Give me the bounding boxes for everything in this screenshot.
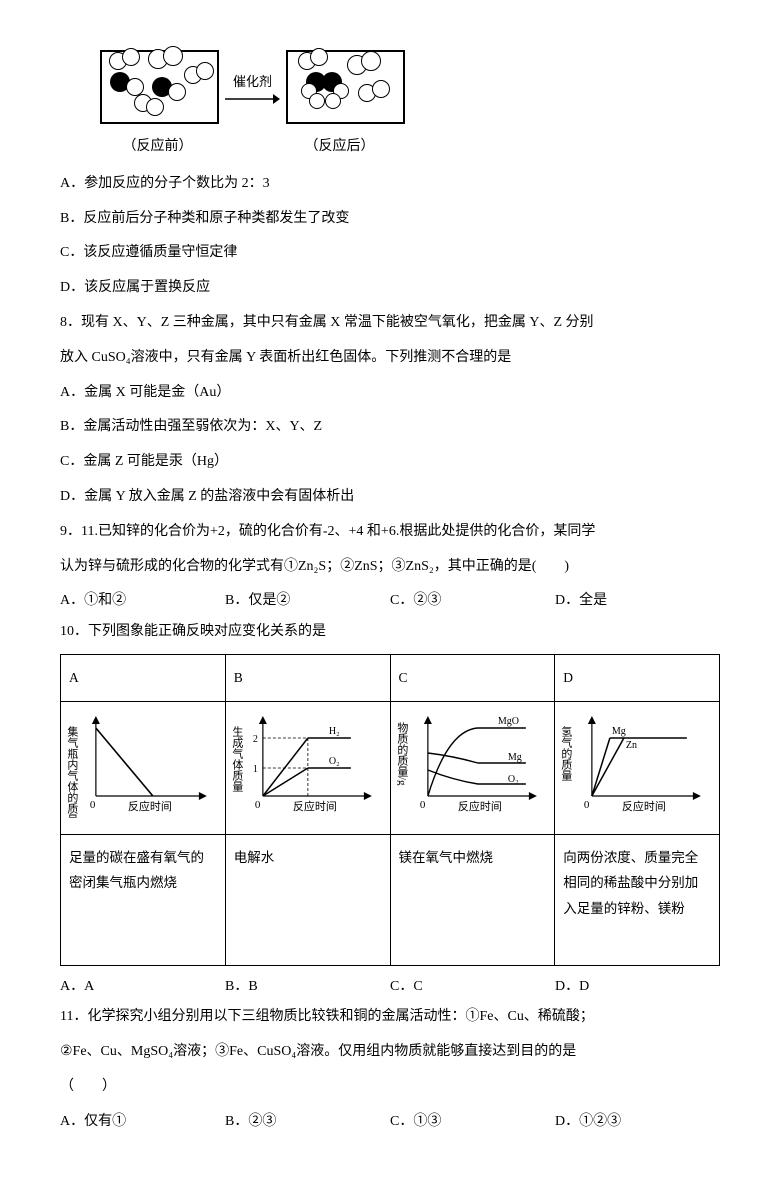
svg-text:0: 0 xyxy=(90,799,96,811)
q10-desc-b: 电解水 xyxy=(225,834,390,965)
q10-opt-b: B．B xyxy=(225,972,390,1003)
q8-opt-b: B．金属活动性由强至弱依次为：X、Y、Z xyxy=(60,412,720,443)
q9-stem-1: 9．11.已知锌的化合价为+2，硫的化合价有-2、+4 和+6.根据此处提供的化… xyxy=(60,517,720,548)
svg-text:H₂: H₂ xyxy=(329,726,340,737)
svg-text:集气瓶内气体的质量: 集气瓶内气体的质量 xyxy=(67,724,78,817)
svg-text:反应时间: 反应时间 xyxy=(457,799,501,813)
svg-text:氢气的质量: 氢气的质量 xyxy=(561,724,572,780)
q11-opt-b: B．②③ xyxy=(225,1107,390,1138)
caption-after: （反应后） xyxy=(282,132,397,163)
svg-text:Mg: Mg xyxy=(507,752,521,763)
caption-before: （反应前） xyxy=(100,132,215,163)
q10-head-c: C xyxy=(390,654,555,701)
svg-text:MgO: MgO xyxy=(497,716,518,727)
svg-text:0: 0 xyxy=(255,799,261,811)
svg-text:O₂: O₂ xyxy=(507,774,518,785)
diagram-captions: （反应前） （反应后） xyxy=(100,132,720,163)
q10-chart-a: 集气瓶内气体的质量 0 反应时间 xyxy=(61,701,226,834)
svg-text:反应时间: 反应时间 xyxy=(128,799,172,813)
q10-stem: 10．下列图象能正确反映对应变化关系的是 xyxy=(60,617,720,648)
q11-stem-2: ②Fe、Cu、MgSO₄溶液；③Fe、CuSO₄溶液。仅用组内物质就能够直接达到… xyxy=(60,1037,720,1068)
svg-text:生成气体质量: 生成气体质量 xyxy=(232,724,243,791)
q7-opt-a: A．参加反应的分子个数比为 2：3 xyxy=(60,169,720,200)
q8-opt-d: D．金属 Y 放入金属 Z 的盐溶液中会有固体析出 xyxy=(60,482,720,513)
q11-stem-1: 11．化学探究小组分别用以下三组物质比较铁和铜的金属活动性：①Fe、Cu、稀硫酸… xyxy=(60,1002,720,1033)
svg-text:反应时间: 反应时间 xyxy=(293,799,337,813)
q8-opt-a: A．金属 X 可能是金（Au） xyxy=(60,378,720,409)
q11-opt-a: A．仅有① xyxy=(60,1107,225,1138)
box-after xyxy=(286,50,405,124)
svg-text:Zn: Zn xyxy=(626,740,637,751)
q8-stem-2: 放入 CuSO₄溶液中，只有金属 Y 表面析出红色固体。下列推测不合理的是 xyxy=(60,343,720,374)
q10-opt-c: C．C xyxy=(390,972,555,1003)
q10-head-a: A xyxy=(61,654,226,701)
q8-stem-1: 8．现有 X、Y、Z 三种金属，其中只有金属 X 常温下能被空气氧化，把金属 Y… xyxy=(60,308,720,339)
q10-head-d: D xyxy=(555,654,720,701)
q7-opt-d: D．该反应属于置换反应 xyxy=(60,273,720,304)
q11-opt-c: C．①③ xyxy=(390,1107,555,1138)
q10-opt-d: D．D xyxy=(555,972,720,1003)
q10-chart-c: 物质的质量/g 0 反应时间 MgO Mg O₂ xyxy=(390,701,555,834)
svg-text:Mg: Mg xyxy=(612,726,626,737)
q9-opt-b: B．仅是② xyxy=(225,586,390,617)
catalyst-arrow: 催化剂 xyxy=(225,68,280,107)
svg-text:反应时间: 反应时间 xyxy=(622,799,666,813)
q9-opt-d: D．全是 xyxy=(555,586,720,617)
svg-text:2: 2 xyxy=(253,734,258,745)
svg-text:0: 0 xyxy=(584,799,590,811)
q8-opt-c: C．金属 Z 可能是汞（Hg） xyxy=(60,447,720,478)
q10-desc-d: 向两份浓度、质量完全相同的稀盐酸中分别加入足量的锌粉、镁粉 xyxy=(555,834,720,965)
svg-text:O₂: O₂ xyxy=(329,756,340,767)
q9-stem-2: 认为锌与硫形成的化合物的化学式有①Zn₂S；②ZnS；③ZnS₂，其中正确的是(… xyxy=(60,552,720,583)
q10-desc-c: 镁在氧气中燃烧 xyxy=(390,834,555,965)
q11-options: A．仅有① B．②③ C．①③ D．①②③ xyxy=(60,1107,720,1138)
q9-opt-a: A．①和② xyxy=(60,586,225,617)
reaction-diagram: 催化剂 xyxy=(100,50,720,124)
q10-options: A．A B．B C．C D．D xyxy=(60,972,720,1003)
q7-opt-c: C．该反应遵循质量守恒定律 xyxy=(60,238,720,269)
svg-text:1: 1 xyxy=(253,764,258,775)
q10-opt-a: A．A xyxy=(60,972,225,1003)
box-before xyxy=(100,50,219,124)
svg-text:物质的质量/g: 物质的质量/g xyxy=(397,720,408,785)
svg-text:0: 0 xyxy=(419,799,425,811)
q9-options: A．①和② B．仅是② C．②③ D．全是 xyxy=(60,586,720,617)
q10-chart-d: 氢气的质量 0 反应时间 Mg Zn xyxy=(555,701,720,834)
q10-table: A B C D 集气瓶内气体的质量 0 反应时间 生成气体质量 0 反应时间 xyxy=(60,654,720,966)
q7-opt-b: B．反应前后分子种类和原子种类都发生了改变 xyxy=(60,204,720,235)
q11-stem-3: （ ） xyxy=(60,1072,720,1103)
q10-chart-b: 生成气体质量 0 反应时间 H₂ O₂ 2 1 xyxy=(225,701,390,834)
q10-desc-a: 足量的碳在盛有氧气的密闭集气瓶内燃烧 xyxy=(61,834,226,965)
q10-head-b: B xyxy=(225,654,390,701)
q11-opt-d: D．①②③ xyxy=(555,1107,720,1138)
q9-opt-c: C．②③ xyxy=(390,586,555,617)
